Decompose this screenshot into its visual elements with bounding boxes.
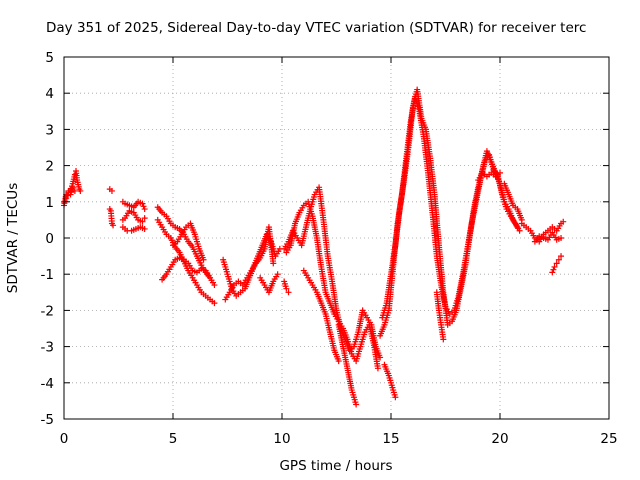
y-tick-label: -5 bbox=[41, 412, 54, 428]
data-point bbox=[353, 401, 360, 408]
x-tick-label: 0 bbox=[60, 431, 69, 447]
data-point bbox=[374, 365, 381, 372]
x-tick-label: 20 bbox=[491, 431, 508, 447]
data-point bbox=[558, 235, 565, 241]
x-tick-label: 15 bbox=[382, 431, 399, 447]
data-point bbox=[558, 253, 565, 260]
axis-ticks: -5 -4 -3 -2 -1 0 1 2 3 4 5 0 5 10 15 20 25 bbox=[41, 50, 618, 447]
data-point bbox=[200, 256, 207, 263]
x-axis-label: GPS time / hours bbox=[279, 458, 392, 474]
x-tick-label: 5 bbox=[169, 431, 178, 447]
data-point bbox=[550, 266, 557, 273]
y-tick-label: 0 bbox=[45, 231, 54, 247]
y-tick-label: 4 bbox=[45, 86, 54, 102]
data-point bbox=[211, 282, 218, 289]
data-point bbox=[514, 224, 521, 231]
data-point bbox=[440, 336, 447, 343]
data-point bbox=[516, 227, 523, 234]
data-point bbox=[139, 218, 146, 225]
data-point bbox=[211, 300, 218, 307]
grid-lines bbox=[64, 57, 609, 419]
data-point bbox=[65, 187, 72, 194]
data-point bbox=[285, 289, 292, 296]
data-point bbox=[560, 218, 567, 225]
y-tick-label: 2 bbox=[45, 159, 54, 175]
data-point bbox=[110, 222, 117, 229]
data-point bbox=[553, 260, 560, 267]
data-point bbox=[108, 187, 115, 194]
data-points bbox=[61, 86, 567, 408]
data-point bbox=[555, 256, 562, 263]
data-point bbox=[497, 169, 503, 176]
data-point bbox=[140, 203, 147, 210]
y-tick-label: -4 bbox=[41, 376, 54, 392]
y-axis-label: SDTVAR / TECUs bbox=[5, 183, 21, 293]
data-point bbox=[392, 394, 399, 401]
data-point bbox=[274, 271, 281, 278]
y-tick-label: 1 bbox=[45, 195, 54, 211]
data-point bbox=[270, 260, 277, 267]
data-point bbox=[69, 184, 76, 191]
data-point bbox=[549, 269, 556, 276]
x-tick-label: 25 bbox=[600, 431, 617, 447]
data-point bbox=[335, 358, 342, 365]
data-point bbox=[77, 187, 84, 194]
data-point bbox=[141, 225, 148, 232]
y-tick-label: -1 bbox=[41, 267, 54, 283]
data-point bbox=[141, 206, 148, 213]
data-point bbox=[283, 285, 290, 292]
chart-title: Day 351 of 2025, Sidereal Day-to-day VTE… bbox=[46, 20, 586, 36]
data-point bbox=[71, 187, 78, 194]
data-point bbox=[141, 215, 148, 222]
data-point bbox=[551, 263, 558, 270]
x-tick-label: 10 bbox=[273, 431, 290, 447]
data-point bbox=[139, 200, 146, 207]
y-tick-label: 3 bbox=[45, 122, 54, 138]
data-point bbox=[377, 354, 384, 361]
y-tick-label: -2 bbox=[41, 303, 54, 319]
y-tick-label: -3 bbox=[41, 340, 54, 356]
y-tick-label: 5 bbox=[45, 50, 54, 66]
